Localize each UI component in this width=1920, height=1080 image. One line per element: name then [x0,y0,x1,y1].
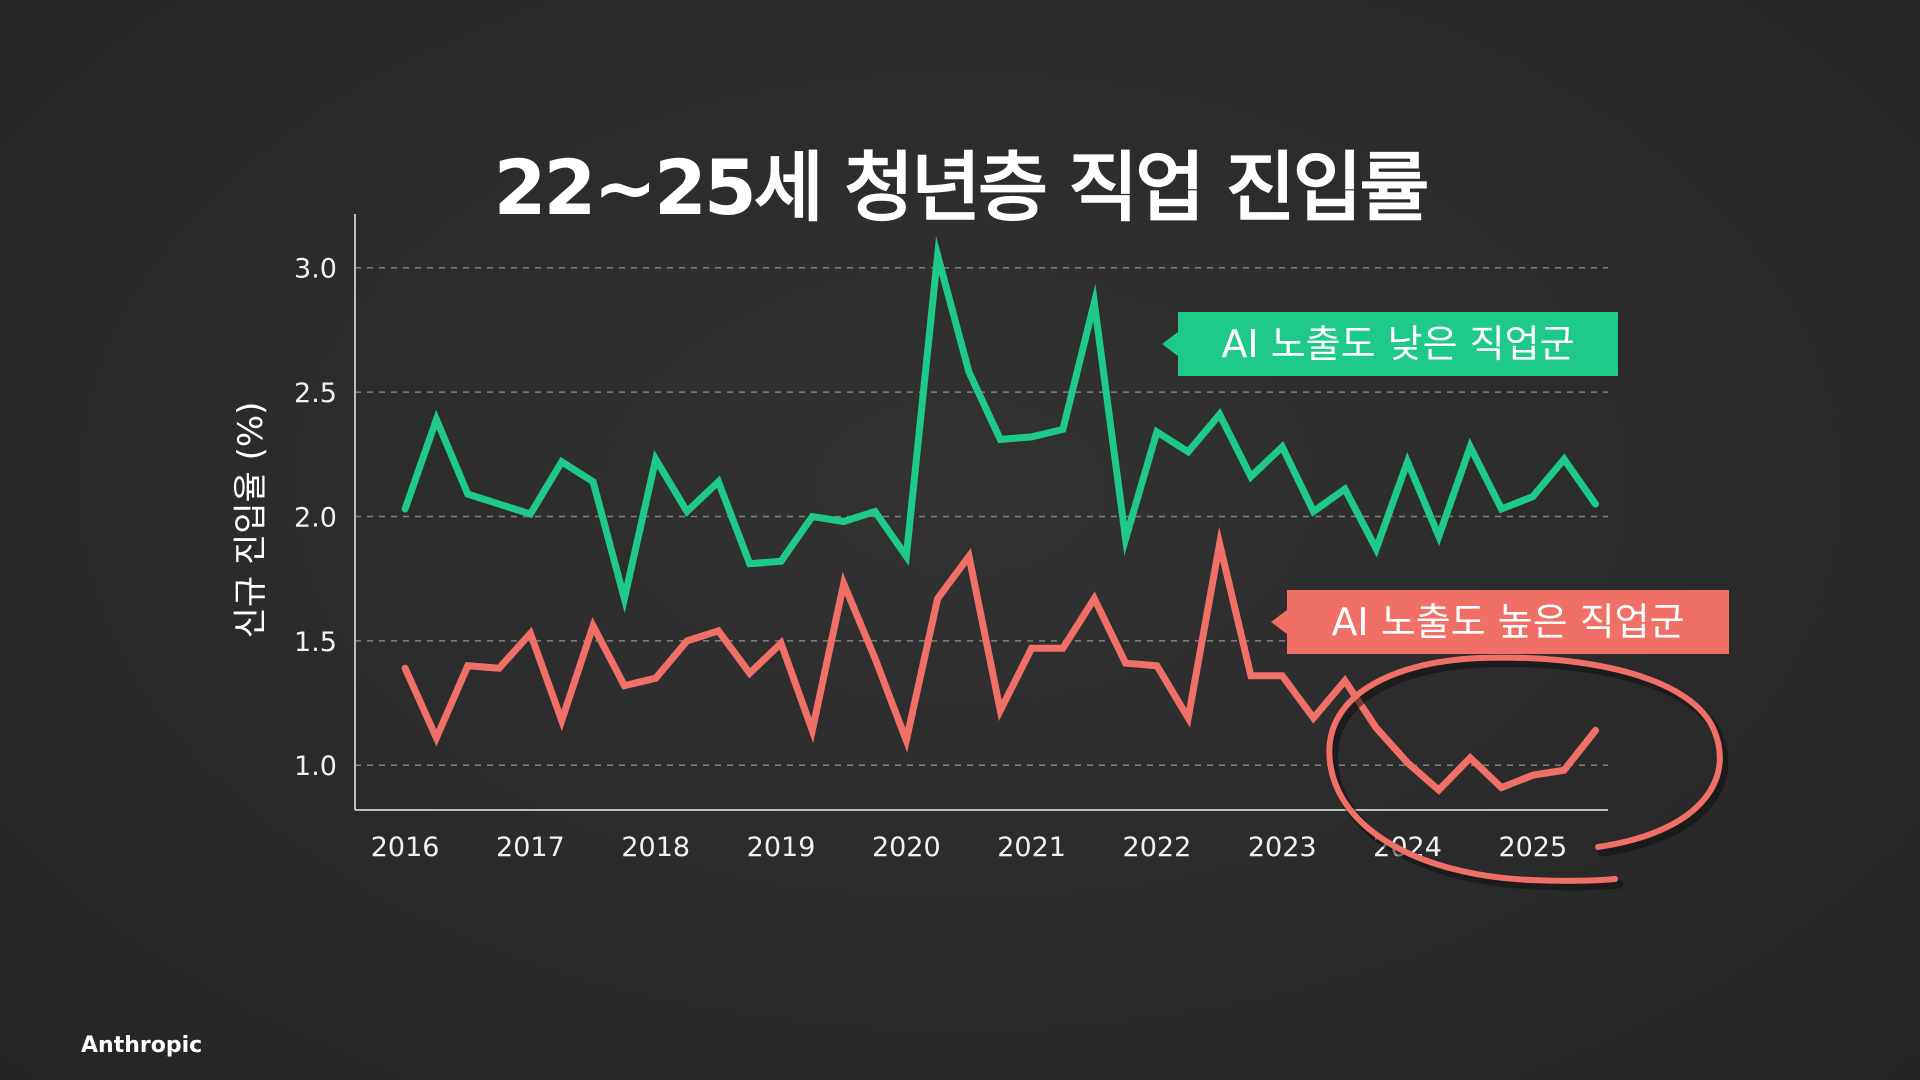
x-tick-label: 2025 [1498,832,1567,863]
y-tick-label: 1.5 [294,627,337,658]
x-tick-label: 2018 [621,832,690,863]
x-tick-labels: 2016 2017 2018 2019 2020 2021 2022 2023 2024 2025 [371,832,1567,863]
x-tick-label: 2016 [371,832,440,863]
label-high-exposure: AI 노출도 높은 직업군 [1271,590,1729,654]
label-box [1271,590,1729,654]
series-line-high-exposure [401,526,1599,795]
highlight-annotation [1326,654,1729,891]
anthropic-logo: Anthropic [81,1033,202,1058]
y-tick-labels: 1.0 1.5 2.0 2.5 3.0 [294,254,337,782]
series-labels: AI 노출도 낮은 직업군 AI 노출도 높은 직업군 [1162,312,1729,654]
highlight-circle [1326,654,1723,884]
y-tick-label: 1.0 [294,751,337,782]
highlight-circle-shadow [1328,658,1729,891]
y-tick-label: 3.0 [294,254,337,285]
y-axis-label: 신규 진입율 (%) [231,402,271,639]
y-tick-label: 2.0 [294,502,337,533]
series-line-low-exposure [401,236,1599,614]
series-name: AI 노출도 낮은 직업군 [1221,322,1574,366]
chart-title: 22~25세 청년층 직업 진입률 [494,143,1428,232]
x-tick-label: 2021 [997,832,1066,863]
x-tick-label: 2020 [872,832,941,863]
label-box [1162,312,1618,376]
series-lines [401,236,1599,795]
x-tick-label: 2022 [1123,832,1192,863]
x-tick-label: 2023 [1248,832,1317,863]
axes [354,214,1608,811]
y-tick-label: 2.5 [294,378,337,409]
x-tick-label: 2017 [496,832,565,863]
x-tick-label: 2019 [747,832,816,863]
label-low-exposure: AI 노출도 낮은 직업군 [1162,312,1618,376]
series-name: AI 노출도 높은 직업군 [1331,600,1684,644]
